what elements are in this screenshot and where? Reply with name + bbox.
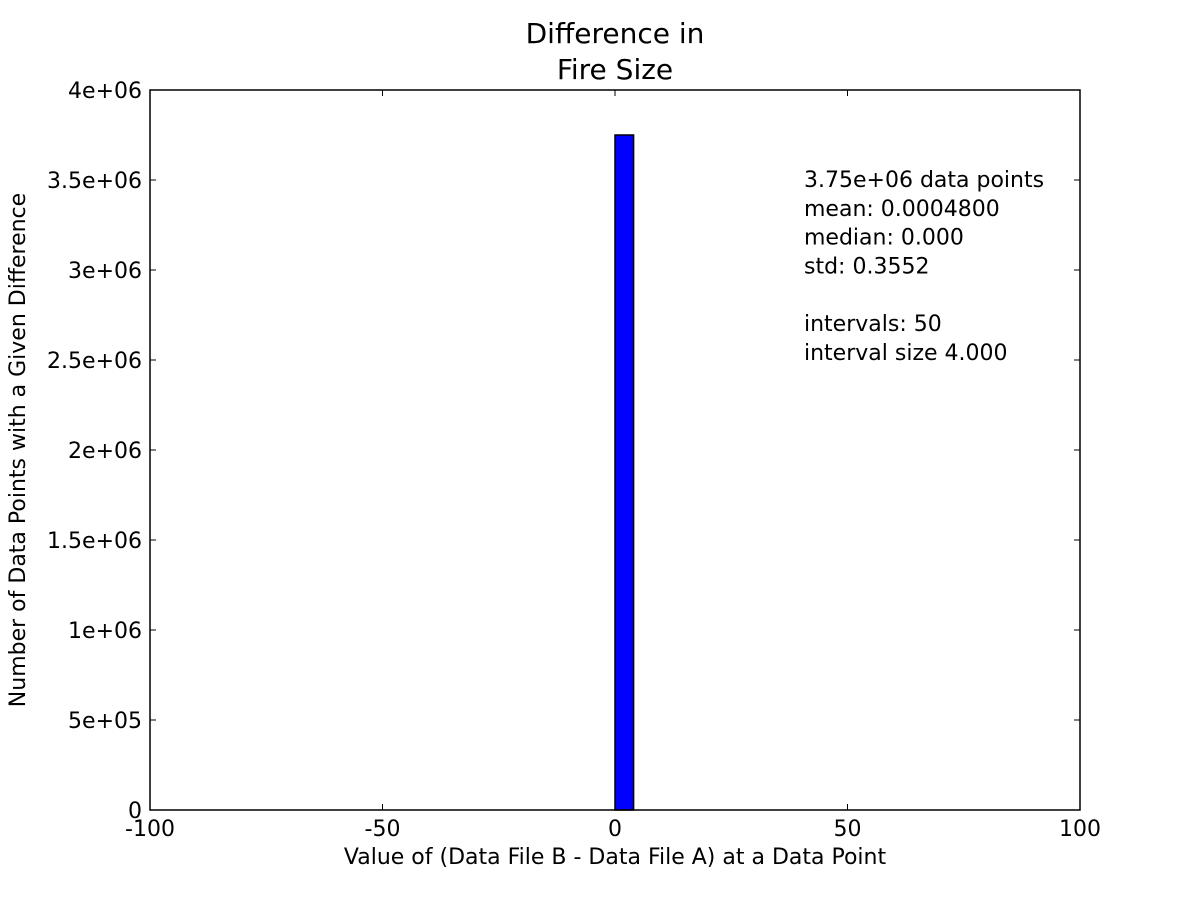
x-axis-label: Value of (Data File B - Data File A) at … [344,845,887,870]
stats-line: mean: 0.0004800 [804,197,1000,222]
x-tick-label: 100 [1059,817,1101,842]
y-tick-label: 2e+06 [68,439,142,464]
x-tick-labels: -100 -50 0 50 100 [125,817,1101,842]
axis-ticks [149,89,1081,811]
chart-title-line: Fire Size [557,53,673,86]
y-tick-label: 3e+06 [68,259,142,284]
x-tick-label: -100 [125,817,175,842]
stats-annotation: 3.75e+06 data points mean: 0.0004800 media… [804,168,1044,366]
stats-line: std: 0.3552 [804,254,929,279]
y-tick-label: 1e+06 [68,619,142,644]
x-tick-label: 0 [608,817,622,842]
stats-line: intervals: 50 [804,312,942,337]
y-tick-labels: 0 5e+05 1e+06 1.5e+06 2e+06 2.5e+06 3e+06 3.5e+… [47,79,142,824]
y-tick-label: 4e+06 [68,79,142,104]
y-tick-label: 5e+05 [68,709,142,734]
stats-line: 3.75e+06 data points [804,168,1044,193]
bars [614,134,635,811]
histogram-bar [614,134,635,811]
x-tick-label: -50 [365,817,401,842]
stats-line: median: 0.000 [804,226,964,251]
y-axis-label: Number of Data Points with a Given Diffe… [6,193,31,707]
chart-title-line: Difference in [526,17,705,50]
y-tick-label: 1.5e+06 [47,529,142,554]
y-tick-label: 2.5e+06 [47,349,142,374]
y-tick-label: 0 [128,799,142,824]
x-tick-label: 50 [834,817,862,842]
stats-line: interval size 4.000 [804,341,1008,366]
y-tick-label: 3.5e+06 [47,169,142,194]
